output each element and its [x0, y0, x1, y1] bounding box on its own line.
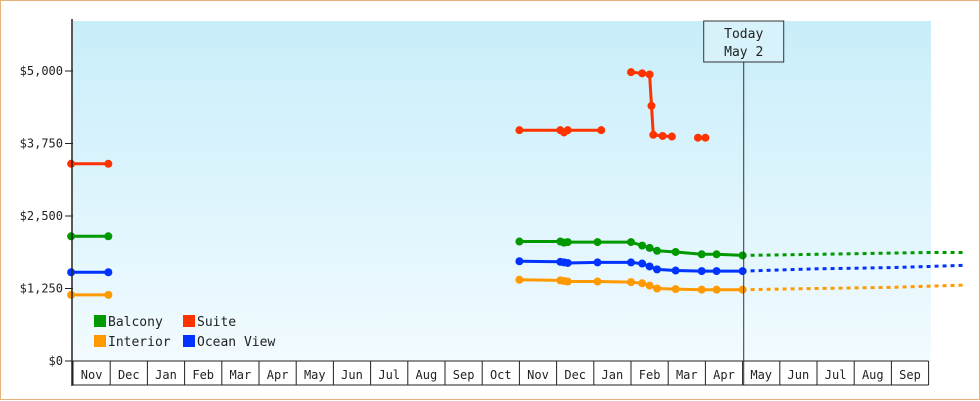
x-tick-label: Apr	[713, 368, 735, 382]
x-tick-label: Jan	[155, 368, 177, 382]
legend-swatch-suite	[183, 315, 195, 327]
today-label: Today	[724, 27, 763, 42]
data-point-suite	[563, 126, 572, 135]
data-point-ocean-view	[563, 258, 572, 267]
data-point-suite	[638, 69, 647, 78]
forecast-line-ocean-view	[742, 263, 966, 273]
data-point-suite	[647, 101, 656, 110]
data-point-balcony	[593, 238, 602, 247]
data-point-suite	[701, 133, 710, 142]
legend-label-ocean-view: Ocean View	[197, 335, 275, 350]
data-point-suite	[645, 70, 654, 79]
data-point-interior	[697, 285, 706, 294]
forecast-line-balcony	[742, 251, 966, 257]
x-tick-label: Nov	[527, 368, 549, 382]
x-tick-label: Jun	[788, 368, 810, 382]
data-point-suite	[627, 68, 635, 77]
data-point-suite	[658, 131, 667, 140]
x-tick-label: Aug	[416, 368, 438, 382]
x-tick-label: May	[750, 368, 772, 382]
data-point-balcony	[712, 250, 721, 259]
legend-label-suite: Suite	[197, 315, 236, 330]
data-point-ocean-view	[638, 259, 647, 268]
x-tick-label: Aug	[862, 368, 884, 382]
legend-swatch-interior	[94, 335, 106, 347]
data-point-ocean-view	[515, 257, 524, 266]
x-tick-label: Feb	[192, 368, 214, 382]
x-tick-label: Feb	[639, 368, 661, 382]
data-point-interior	[67, 290, 76, 299]
x-tick-label: Mar	[676, 368, 698, 382]
data-point-interior	[627, 278, 635, 287]
data-point-ocean-view	[653, 265, 662, 274]
data-point-ocean-view	[104, 268, 113, 277]
data-point-interior	[104, 290, 113, 299]
data-point-ocean-view	[738, 267, 747, 276]
x-tick-label: Jun	[341, 368, 363, 382]
data-point-suite	[104, 159, 113, 168]
data-point-interior	[653, 284, 662, 293]
y-tick-label: $1,250	[20, 282, 63, 296]
data-point-balcony	[563, 238, 572, 247]
data-point-interior	[638, 279, 647, 288]
x-tick-label: Sep	[453, 368, 475, 382]
y-tick-label: $5,000	[20, 64, 63, 78]
data-point-ocean-view	[645, 262, 654, 271]
x-tick-label: Apr	[267, 368, 289, 382]
legend-label-interior: Interior	[108, 335, 171, 350]
data-point-interior	[671, 285, 680, 294]
data-point-suite	[67, 159, 76, 168]
y-tick-label: $0	[49, 354, 63, 368]
data-point-balcony	[627, 238, 635, 247]
x-tick-label: Jul	[378, 368, 400, 382]
data-point-interior	[645, 281, 654, 290]
data-point-balcony	[104, 232, 113, 241]
data-point-balcony	[67, 232, 76, 241]
data-point-ocean-view	[712, 267, 721, 276]
data-point-suite	[515, 126, 524, 135]
data-point-balcony	[738, 251, 747, 260]
legend-label-balcony: Balcony	[108, 315, 163, 330]
x-tick-label: May	[304, 368, 326, 382]
data-point-interior	[712, 285, 721, 294]
forecast-line-interior	[742, 283, 966, 292]
y-tick-label: $2,500	[20, 209, 63, 223]
data-point-balcony	[671, 247, 680, 256]
data-point-suite	[693, 133, 702, 142]
data-point-balcony	[697, 250, 706, 259]
data-point-balcony	[645, 243, 654, 252]
data-point-suite	[597, 126, 606, 135]
data-point-interior	[738, 285, 747, 294]
x-tick-label: Mar	[230, 368, 252, 382]
x-tick-label: Oct	[490, 368, 512, 382]
y-tick-label: $3,750	[20, 137, 63, 151]
plot-background	[73, 21, 931, 361]
data-point-balcony	[515, 237, 524, 246]
x-tick-label: Sep	[899, 368, 921, 382]
x-tick-label: Dec	[118, 368, 140, 382]
x-tick-label: Jul	[825, 368, 847, 382]
today-box	[703, 20, 785, 63]
data-point-ocean-view	[593, 258, 602, 267]
data-point-balcony	[638, 241, 647, 250]
data-point-ocean-view	[627, 258, 635, 267]
data-point-ocean-view	[697, 267, 706, 276]
x-tick-label: Nov	[81, 368, 103, 382]
data-point-suite	[667, 132, 676, 141]
today-date: May 2	[724, 45, 763, 60]
data-point-interior	[563, 277, 572, 286]
data-point-ocean-view	[671, 266, 680, 275]
data-point-ocean-view	[67, 268, 76, 277]
data-point-suite	[649, 130, 658, 139]
legend-swatch-balcony	[94, 315, 106, 327]
x-tick-label: Jan	[602, 368, 624, 382]
data-point-balcony	[653, 246, 662, 255]
data-point-interior	[515, 275, 524, 284]
legend-swatch-ocean-view	[183, 335, 195, 347]
x-tick-label: Dec	[564, 368, 586, 382]
data-point-interior	[593, 277, 602, 286]
